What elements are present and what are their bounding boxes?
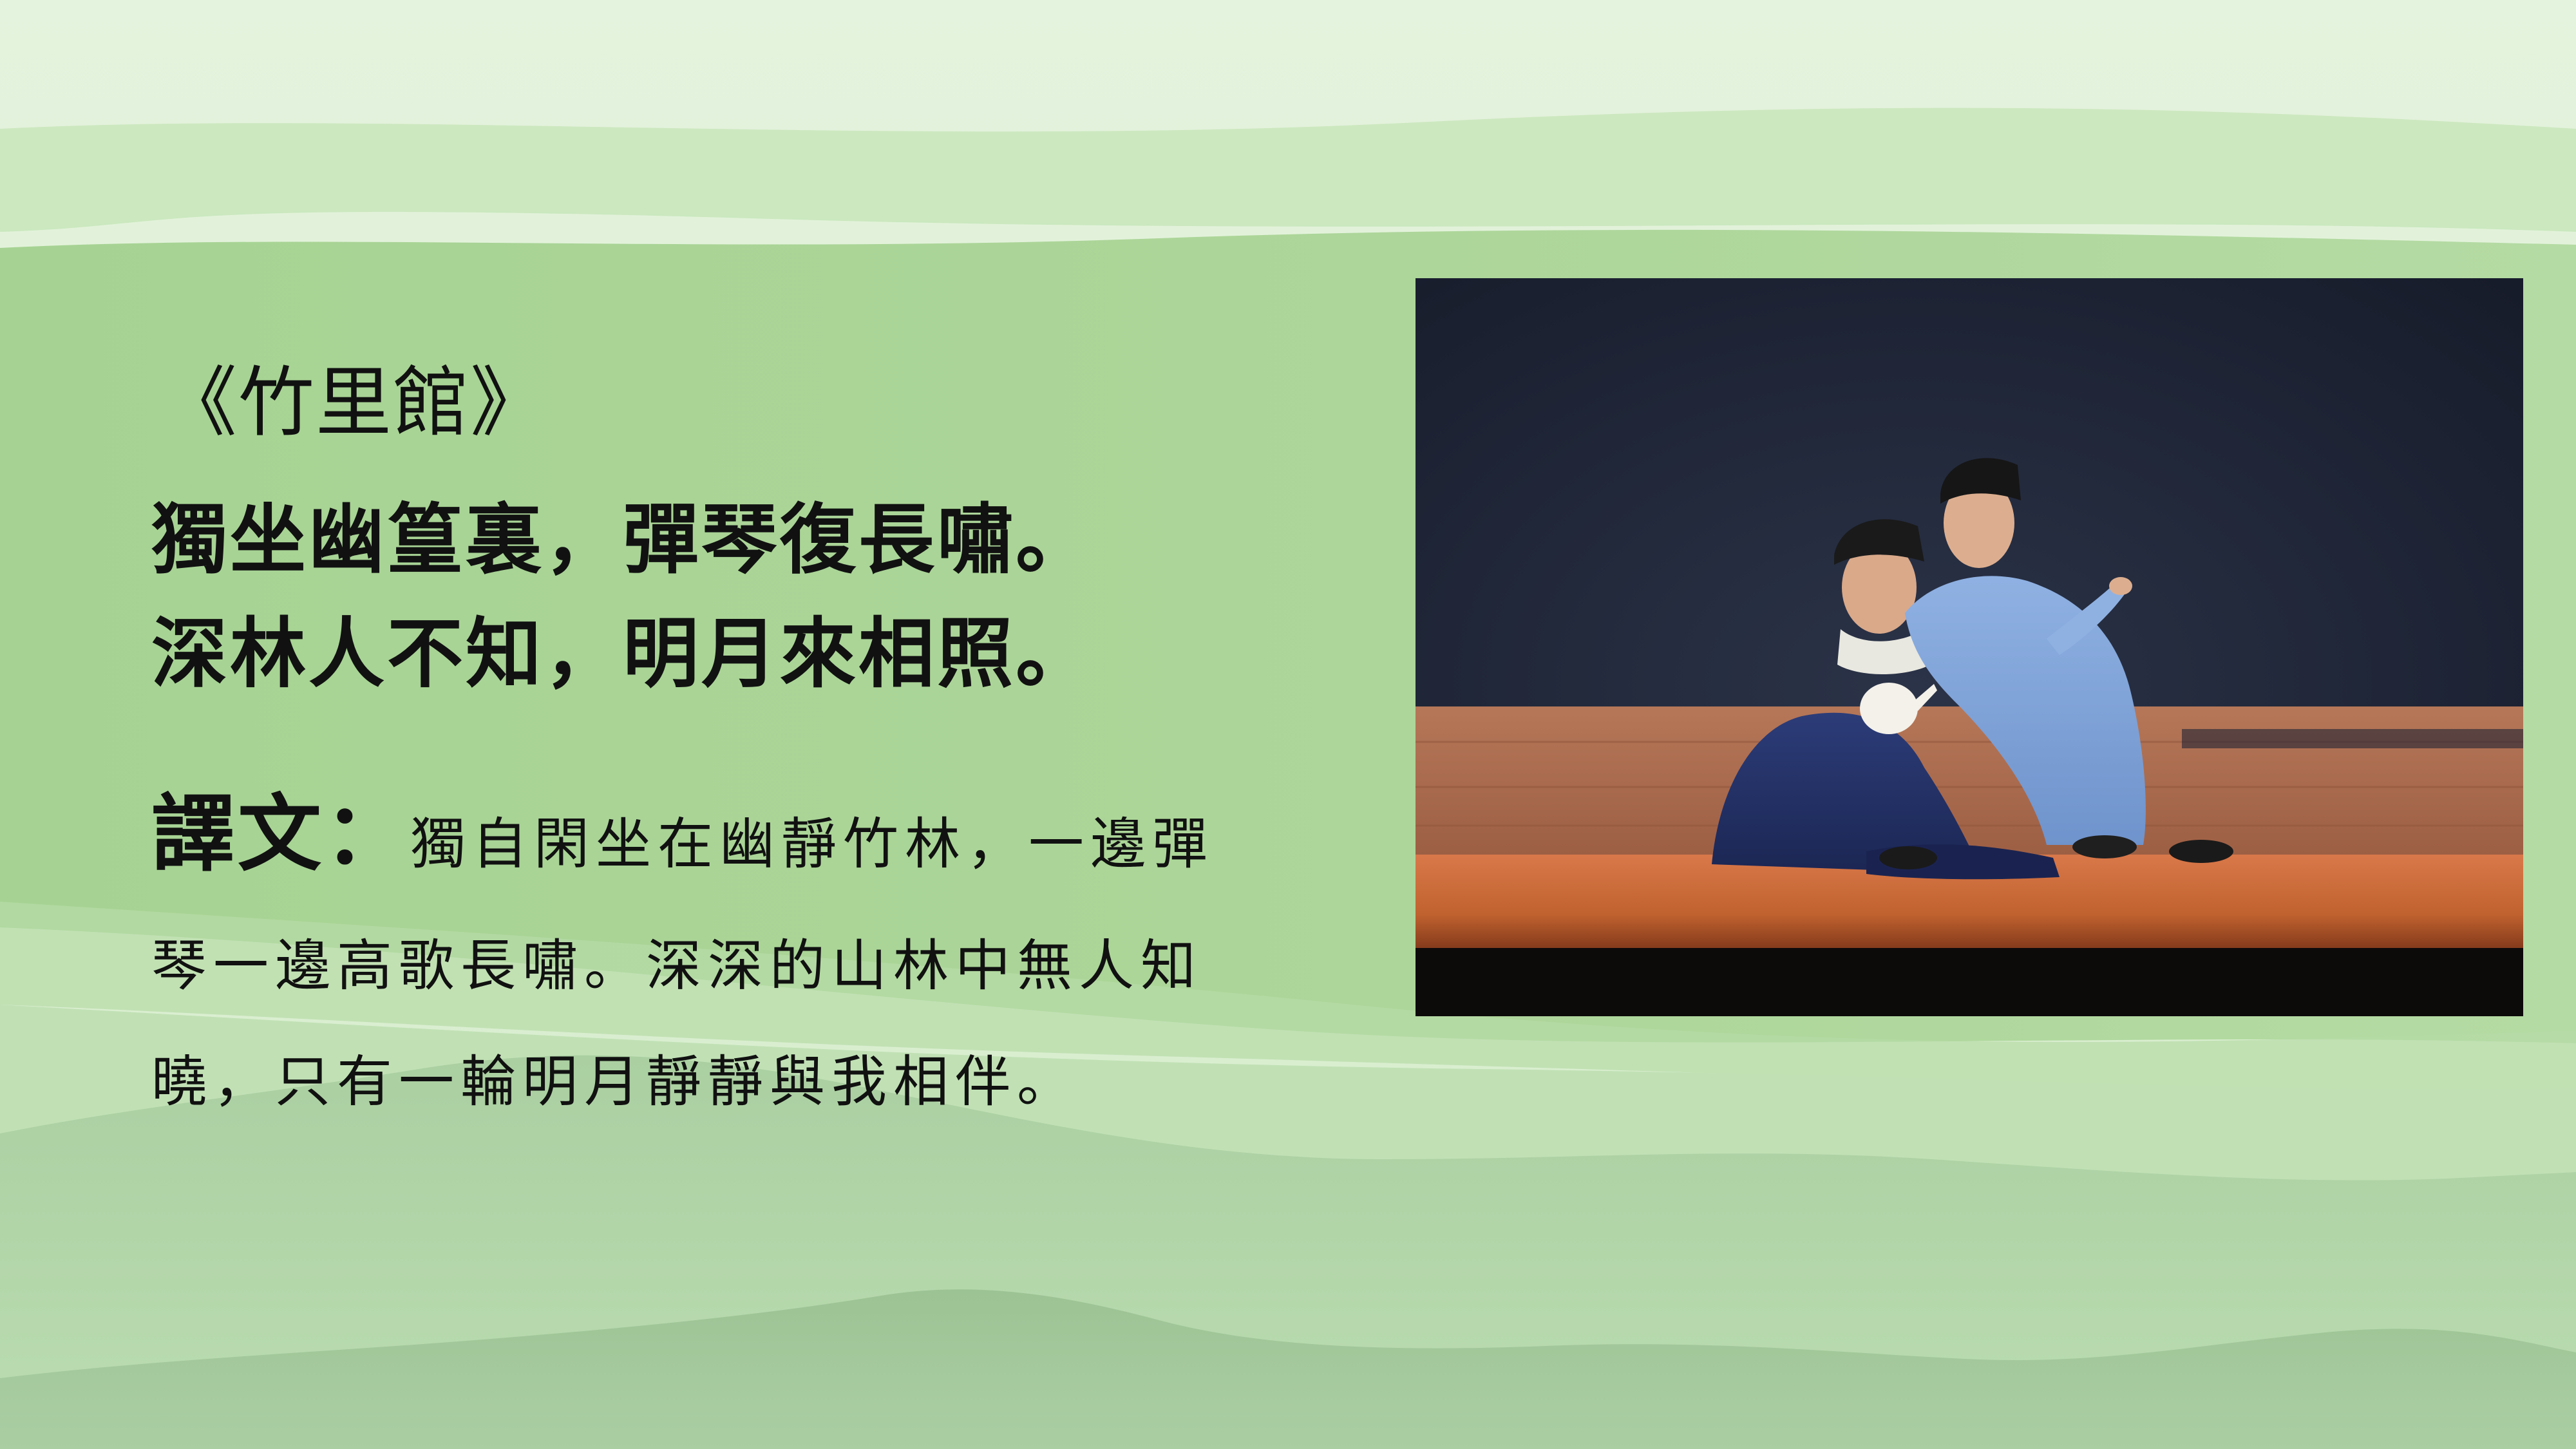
stage-illustration (1416, 278, 2523, 1016)
stage-performance-photo (1416, 278, 2523, 1016)
translation-line-2: 琴一邊高歌長嘯。深深的山林中無人知 (151, 934, 1202, 998)
translation-label: 譯文： (151, 784, 411, 883)
translation-text-1: 獨自閑坐在幽靜竹林，一邊彈 (410, 812, 1215, 876)
poem-line-1: 獨坐幽篁裏，彈琴復長嘯。 (151, 495, 1095, 584)
poem-line-2: 深林人不知，明月來相照。 (151, 609, 1095, 698)
translation-line-3: 曉，只有一輪明月靜靜與我相伴。 (151, 1050, 1079, 1114)
translation-line-1: 譯文：獨自閑坐在幽靜竹林，一邊彈 (151, 782, 1214, 896)
poem-title: 《竹里館》 (161, 358, 548, 447)
